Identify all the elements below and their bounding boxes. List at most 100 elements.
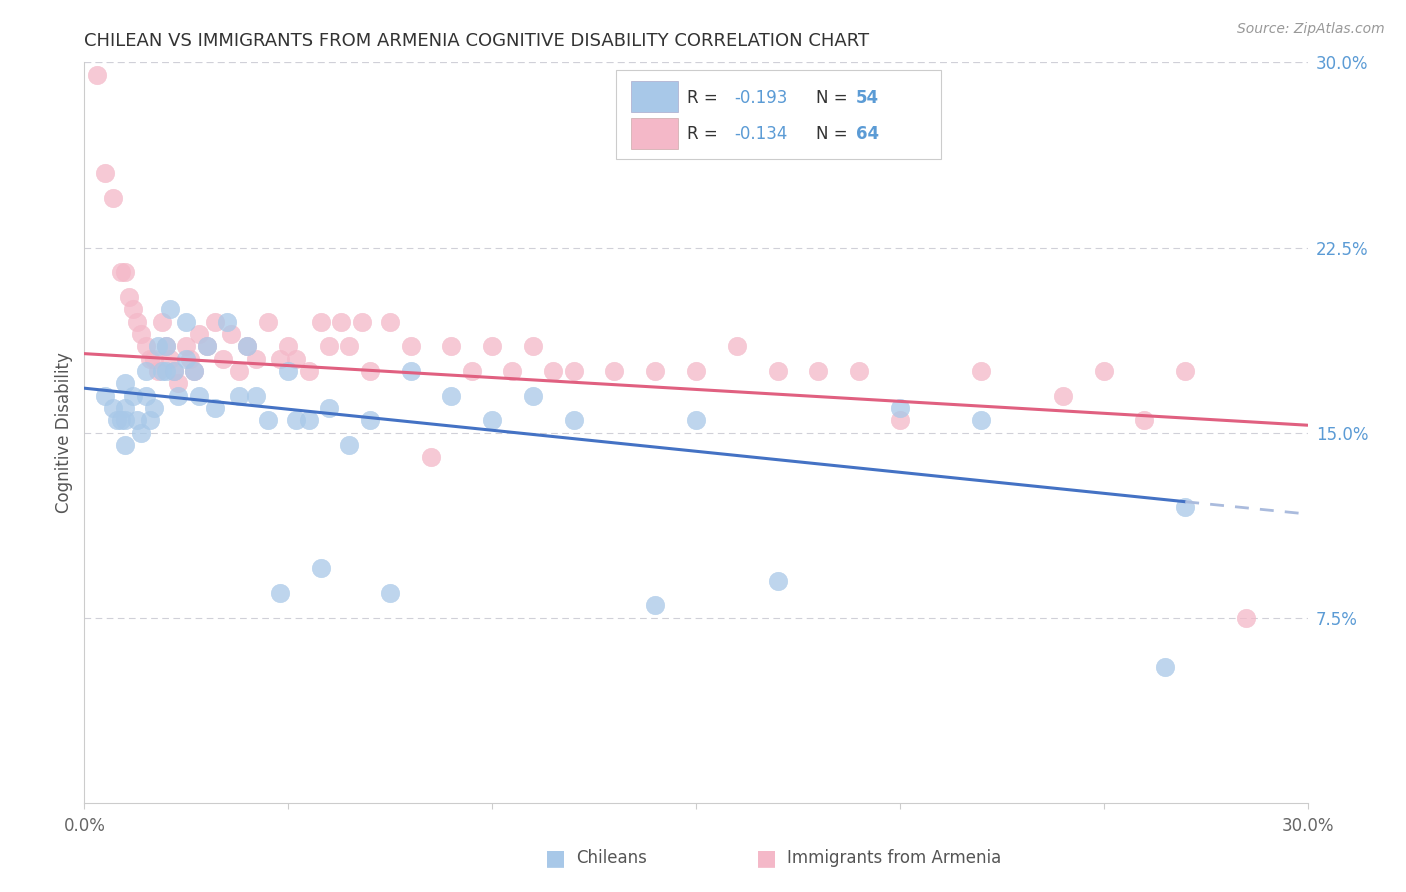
Text: N =: N = [815, 89, 852, 107]
Point [318, 339, 340, 353]
FancyBboxPatch shape [631, 81, 678, 112]
Point [277, 339, 299, 353]
Point [298, 364, 321, 378]
Point [93, 166, 115, 180]
Point [970, 413, 993, 427]
Text: ■: ■ [756, 848, 776, 868]
Point [187, 326, 209, 341]
Point [114, 413, 136, 427]
Point [135, 388, 157, 402]
Point [399, 364, 422, 378]
Point [1154, 660, 1177, 674]
Point [502, 364, 524, 378]
Point [159, 302, 181, 317]
Point [380, 586, 402, 600]
Point [114, 376, 136, 391]
Point [217, 314, 239, 328]
Point [114, 401, 136, 415]
Point [562, 364, 585, 378]
Point [228, 364, 250, 378]
Point [150, 314, 173, 328]
Point [236, 339, 259, 353]
Point [644, 599, 666, 613]
Point [236, 339, 259, 353]
Point [725, 339, 748, 353]
Point [481, 413, 503, 427]
Point [86, 68, 108, 82]
Point [204, 314, 226, 328]
Text: R =: R = [688, 89, 724, 107]
Y-axis label: Cognitive Disability: Cognitive Disability [55, 352, 73, 513]
Point [269, 586, 291, 600]
Point [122, 302, 145, 317]
Point [285, 351, 308, 366]
Point [105, 413, 128, 427]
Text: -0.193: -0.193 [734, 89, 787, 107]
Point [461, 364, 484, 378]
Point [142, 401, 165, 415]
Point [110, 413, 132, 427]
Point [298, 413, 321, 427]
Point [440, 339, 463, 353]
Text: Source: ZipAtlas.com: Source: ZipAtlas.com [1237, 22, 1385, 37]
Point [309, 561, 332, 575]
Point [277, 364, 299, 378]
Point [195, 339, 218, 353]
Point [245, 351, 267, 366]
Point [135, 364, 157, 378]
Point [142, 351, 165, 366]
Point [138, 413, 160, 427]
Point [127, 314, 149, 328]
Point [603, 364, 626, 378]
Point [101, 191, 124, 205]
Point [766, 364, 789, 378]
Point [187, 388, 209, 402]
Point [219, 326, 242, 341]
Text: Immigrants from Armenia: Immigrants from Armenia [787, 849, 1001, 867]
Point [93, 388, 115, 402]
Text: ■: ■ [546, 848, 565, 868]
Point [146, 339, 169, 353]
Point [257, 413, 280, 427]
Point [127, 413, 149, 427]
Text: CHILEAN VS IMMIGRANTS FROM ARMENIA COGNITIVE DISABILITY CORRELATION CHART: CHILEAN VS IMMIGRANTS FROM ARMENIA COGNI… [84, 32, 869, 50]
Point [204, 401, 226, 415]
Text: 64: 64 [856, 125, 879, 144]
Point [174, 339, 197, 353]
Point [1052, 388, 1074, 402]
Point [179, 351, 201, 366]
Point [522, 339, 544, 353]
Point [195, 339, 218, 353]
Text: Chileans: Chileans [576, 849, 647, 867]
Point [155, 339, 177, 353]
Point [685, 413, 707, 427]
Point [131, 425, 153, 440]
Point [970, 364, 993, 378]
Point [420, 450, 443, 465]
Point [155, 339, 177, 353]
Point [889, 413, 911, 427]
Point [1092, 364, 1115, 378]
Point [163, 364, 186, 378]
Point [269, 351, 291, 366]
Point [848, 364, 870, 378]
Point [359, 413, 381, 427]
Text: R =: R = [688, 125, 724, 144]
Point [350, 314, 373, 328]
Point [1133, 413, 1156, 427]
Point [339, 438, 361, 452]
Point [174, 314, 197, 328]
Text: 54: 54 [856, 89, 879, 107]
Point [114, 438, 136, 452]
Point [155, 364, 177, 378]
Point [318, 401, 340, 415]
Point [440, 388, 463, 402]
Text: -0.134: -0.134 [734, 125, 787, 144]
Point [135, 339, 157, 353]
Point [543, 364, 565, 378]
Point [481, 339, 503, 353]
Point [1174, 500, 1197, 514]
Point [118, 290, 141, 304]
FancyBboxPatch shape [631, 118, 678, 149]
Point [399, 339, 422, 353]
